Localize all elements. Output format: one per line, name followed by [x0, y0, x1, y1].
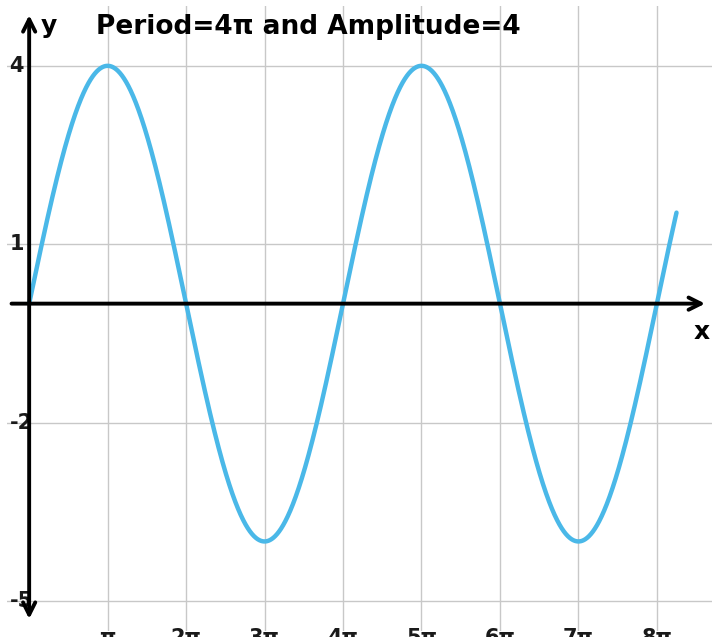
Text: y: y: [41, 13, 58, 38]
Text: x: x: [694, 320, 710, 344]
Text: 1: 1: [9, 234, 24, 254]
Text: 4π: 4π: [328, 627, 359, 637]
Text: π: π: [99, 627, 116, 637]
Text: 2π: 2π: [170, 627, 201, 637]
Text: 4: 4: [9, 56, 24, 76]
Text: -5: -5: [9, 591, 33, 611]
Text: 8π: 8π: [641, 627, 672, 637]
Text: 7π: 7π: [563, 627, 594, 637]
Text: 6π: 6π: [485, 627, 516, 637]
Text: 5π: 5π: [406, 627, 437, 637]
Text: Period=4π and Amplitude=4: Period=4π and Amplitude=4: [96, 13, 521, 39]
Text: 3π: 3π: [249, 627, 280, 637]
Text: -2: -2: [9, 413, 32, 433]
